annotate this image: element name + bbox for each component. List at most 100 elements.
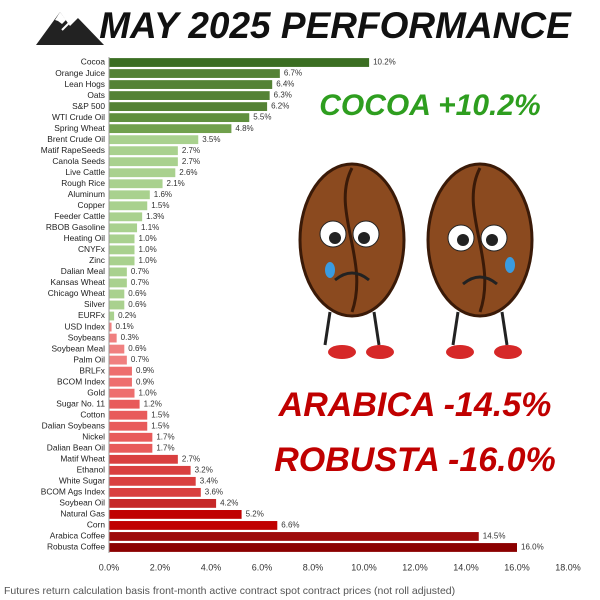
bar bbox=[109, 58, 370, 67]
value-label: 2.1% bbox=[167, 179, 185, 188]
y-tick-label: Cotton bbox=[80, 409, 105, 419]
y-tick-label: Ethanol bbox=[77, 465, 106, 475]
value-label: 1.7% bbox=[156, 432, 174, 441]
y-tick-label: S&P 500 bbox=[72, 101, 105, 111]
bar bbox=[109, 223, 138, 233]
value-label: 5.2% bbox=[246, 510, 264, 519]
annotation: COCOA +10.2% bbox=[319, 89, 540, 122]
y-tick-label: Dalian Soybeans bbox=[42, 420, 105, 430]
value-label: 3.4% bbox=[200, 476, 218, 485]
value-label: 3.6% bbox=[205, 487, 223, 496]
x-tick-label: 16.0% bbox=[504, 562, 530, 572]
bar bbox=[109, 135, 199, 145]
value-label: 16.0% bbox=[521, 543, 544, 552]
bar bbox=[109, 102, 268, 112]
y-tick-label: Kansas Wheat bbox=[51, 277, 106, 287]
bar bbox=[109, 289, 125, 299]
y-tick-label: Feeder Cattle bbox=[54, 211, 105, 221]
x-tick-label: 18.0% bbox=[555, 562, 581, 572]
bar bbox=[109, 146, 178, 156]
y-tick-label: Heating Oil bbox=[64, 233, 106, 243]
bar bbox=[109, 91, 270, 100]
value-label: 0.9% bbox=[136, 377, 154, 386]
y-tick-label: Silver bbox=[84, 299, 105, 309]
y-tick-label: Gold bbox=[87, 387, 105, 397]
annotation: ROBUSTA -16.0% bbox=[274, 441, 556, 479]
x-tick-label: 0.0% bbox=[99, 562, 120, 572]
bar bbox=[109, 432, 153, 442]
y-tick-label: Zinc bbox=[89, 255, 105, 265]
bar bbox=[109, 179, 163, 189]
y-tick-label: Brent Crude Oil bbox=[47, 134, 105, 144]
y-tick-label: BCOM Index bbox=[57, 376, 106, 386]
value-label: 1.5% bbox=[151, 421, 169, 430]
y-tick-label: Cocoa bbox=[81, 57, 106, 67]
bar bbox=[109, 69, 280, 78]
value-label: 0.7% bbox=[131, 267, 149, 276]
value-label: 2.6% bbox=[179, 168, 197, 177]
value-label: 1.1% bbox=[141, 223, 159, 232]
bar bbox=[109, 245, 135, 255]
y-tick-label: Robusta Coffee bbox=[47, 542, 105, 552]
y-tick-label: RBOB Gasoline bbox=[46, 222, 105, 232]
value-label: 6.3% bbox=[274, 91, 292, 100]
bar bbox=[109, 498, 217, 508]
y-tick-label: Chicago Wheat bbox=[48, 288, 106, 298]
value-label: 4.8% bbox=[235, 124, 253, 133]
value-label: 0.2% bbox=[118, 311, 136, 320]
value-label: 0.6% bbox=[128, 344, 146, 353]
y-tick-label: Spring Wheat bbox=[54, 123, 105, 133]
bar bbox=[109, 532, 479, 541]
y-tick-label: Lean Hogs bbox=[64, 79, 105, 89]
value-label: 6.6% bbox=[281, 521, 299, 530]
bar bbox=[109, 80, 273, 89]
bar bbox=[109, 333, 117, 343]
bar bbox=[109, 510, 242, 519]
y-tick-label: Soybean Oil bbox=[59, 498, 105, 508]
value-label: 0.6% bbox=[128, 300, 146, 309]
logo bbox=[36, 7, 104, 45]
value-label: 4.2% bbox=[220, 499, 238, 508]
y-tick-label: Palm Oil bbox=[73, 354, 105, 364]
y-tick-label: Rough Rice bbox=[61, 178, 105, 188]
value-label: 1.2% bbox=[144, 399, 162, 408]
bar bbox=[109, 157, 178, 167]
value-label: 2.7% bbox=[182, 454, 200, 463]
bar bbox=[109, 454, 178, 464]
bar bbox=[109, 168, 176, 178]
bar bbox=[109, 344, 125, 354]
bar bbox=[109, 190, 150, 200]
bar bbox=[109, 487, 201, 497]
y-tick-label: Orange Juice bbox=[55, 68, 105, 78]
bar bbox=[109, 355, 127, 365]
bar bbox=[109, 443, 153, 453]
y-tick-label: Sugar No. 11 bbox=[56, 398, 105, 408]
y-tick-label: Natural Gas bbox=[60, 509, 105, 519]
y-tick-label: White Sugar bbox=[59, 476, 105, 486]
value-label: 14.5% bbox=[483, 532, 506, 541]
y-tick-label: USD Index bbox=[65, 321, 106, 331]
y-tick-label: Dalian Meal bbox=[61, 266, 105, 276]
bar bbox=[109, 278, 127, 288]
value-label: 1.0% bbox=[139, 388, 157, 397]
x-tick-label: 12.0% bbox=[402, 562, 428, 572]
bar bbox=[109, 388, 135, 398]
y-tick-label: Soybean Meal bbox=[51, 343, 105, 353]
bar bbox=[109, 476, 196, 486]
annotation: ARABICA -14.5% bbox=[278, 386, 552, 424]
y-tick-label: CNYFx bbox=[78, 244, 106, 254]
y-tick-label: Soybeans bbox=[68, 332, 105, 342]
x-tick-label: 6.0% bbox=[252, 562, 273, 572]
y-tick-label: Matif RapeSeeds bbox=[41, 145, 105, 155]
y-tick-label: Dalian Bean Oil bbox=[47, 443, 105, 453]
y-tick-label: Arabica Coffee bbox=[50, 531, 106, 541]
bar bbox=[109, 399, 140, 409]
x-tick-label: 2.0% bbox=[150, 562, 171, 572]
bar bbox=[109, 322, 112, 332]
value-label: 3.2% bbox=[195, 465, 213, 474]
value-label: 2.7% bbox=[182, 157, 200, 166]
bar bbox=[109, 543, 517, 552]
value-label: 2.7% bbox=[182, 146, 200, 155]
x-tick-label: 4.0% bbox=[201, 562, 222, 572]
